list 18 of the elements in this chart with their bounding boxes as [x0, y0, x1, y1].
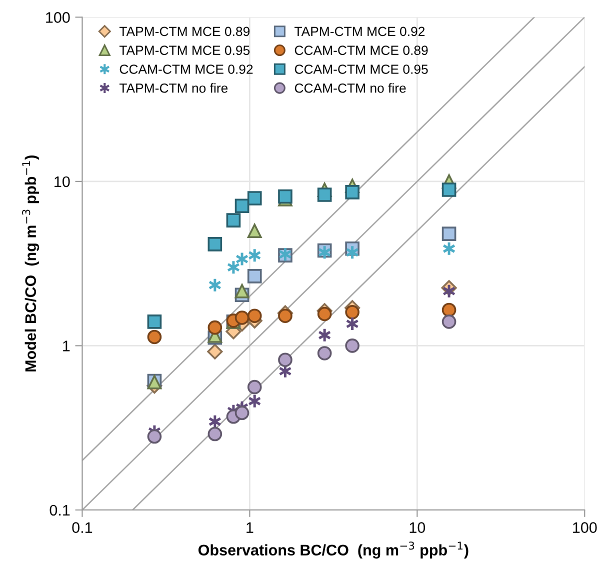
y-tick-label: 0.1: [50, 504, 70, 516]
x-tick-label: 10: [410, 522, 426, 533]
legend-label: TAPM-CTM MCE 0.92: [294, 26, 425, 36]
legend-label: CCAM-CTM MCE 0.89: [294, 46, 428, 56]
legend-label: CCAM-CTM MCE 0.95: [294, 64, 428, 74]
legend-label: TAPM-CTM MCE 0.95: [119, 46, 250, 56]
y-tick-label: 10: [54, 176, 70, 188]
x-tick-label: 1: [246, 522, 254, 533]
x-axis-title: Observations BC/CO (ng m$^{−3}$ ppb$^{−1}$): [198, 542, 468, 559]
legend-label: TAPM-CTM no fire: [119, 83, 228, 93]
legend-label: TAPM-CTM MCE 0.89: [119, 26, 250, 36]
x-tick-label: 100: [573, 522, 597, 533]
legend-label: CCAM-CTM MCE 0.92: [120, 64, 253, 74]
y-axis-title: Model BC/CO (ng m$^{−3}$ ppb$^{−1}$): [22, 156, 40, 372]
x-tick-label: 0.1: [72, 522, 92, 533]
y-tick-label: 1: [63, 340, 70, 352]
legend-label: CCAM-CTM no fire: [294, 83, 406, 93]
y-tick-label: 100: [46, 12, 70, 23]
